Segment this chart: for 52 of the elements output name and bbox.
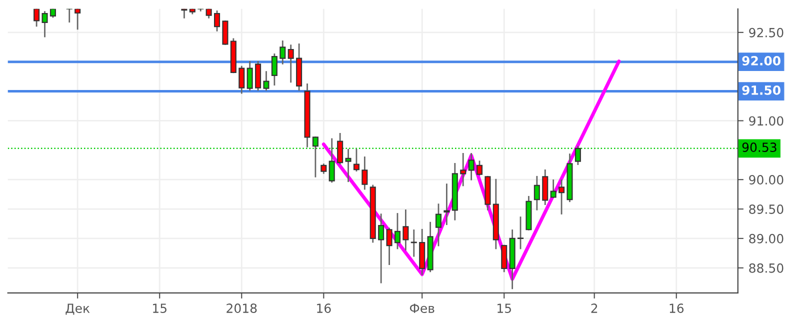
candlestick — [378, 214, 384, 284]
candlestick — [255, 61, 262, 91]
x-tick-label: 15 — [153, 304, 166, 313]
candlestick — [345, 148, 352, 182]
candlestick — [246, 61, 253, 91]
x-tick-label: 2 — [591, 304, 598, 313]
x-tick-label: Фев — [410, 304, 434, 313]
candlestick — [410, 230, 417, 257]
candlestick — [402, 210, 409, 250]
candlestick — [394, 213, 400, 250]
candlestick — [337, 132, 344, 164]
y-tick-label: 92.50 — [749, 28, 784, 38]
candlestick — [181, 8, 188, 18]
y-tick-label: 91.00 — [749, 116, 784, 126]
candlestick — [550, 179, 556, 198]
candlestick — [34, 8, 40, 27]
candlestick — [501, 244, 508, 272]
candlestick — [558, 179, 565, 214]
candlestick — [386, 228, 392, 266]
y-tick-label: 90.00 — [749, 175, 784, 185]
candlestick — [280, 40, 286, 64]
candlestick — [263, 71, 270, 91]
candlestick — [435, 204, 442, 246]
x-tick-label: 16 — [317, 304, 331, 313]
candlestick — [66, 8, 72, 23]
y-tick-label: 89.00 — [749, 234, 784, 244]
candlestick — [271, 54, 278, 86]
candlestick — [362, 156, 368, 190]
candlestick — [42, 11, 48, 38]
candlestick — [288, 44, 294, 83]
candlestick — [238, 66, 245, 94]
x-tick-label: 2018 — [226, 304, 257, 313]
candlestick — [468, 152, 474, 180]
ref-line-label: 91.50 — [742, 85, 780, 95]
x-tick-label: 16 — [670, 304, 684, 313]
candlestick — [74, 8, 81, 30]
candlestick — [534, 176, 540, 210]
x-tick-label: 15 — [498, 304, 511, 313]
candlestick — [518, 216, 524, 250]
candlestick — [198, 8, 204, 12]
x-tick-label: Дек — [66, 304, 90, 315]
candlestick — [222, 20, 228, 45]
candlestick — [353, 148, 360, 172]
ref-line-label: 92.00 — [742, 56, 780, 66]
y-tick-label: 89.50 — [749, 204, 784, 214]
y-tick-label: 88.50 — [749, 263, 784, 273]
candlestick — [444, 184, 450, 226]
ref-line-label: 90.53 — [742, 142, 776, 152]
candlestick — [476, 160, 483, 176]
candlestick — [460, 152, 466, 186]
candlestick — [214, 10, 220, 32]
candlestick — [542, 169, 548, 206]
